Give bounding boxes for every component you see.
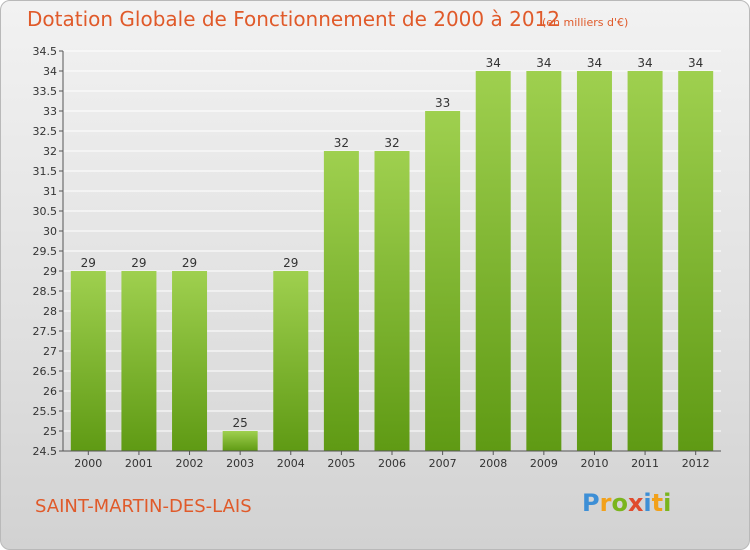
data-label: 29 (283, 256, 298, 270)
y-tick-label: 28 (43, 305, 57, 318)
y-tick-label: 29 (43, 265, 57, 278)
logo-letter: r (599, 489, 612, 517)
x-tick-label: 2006 (378, 457, 406, 470)
bar (323, 151, 359, 451)
logo-letter: i (663, 489, 672, 517)
x-tick-label: 2009 (530, 457, 558, 470)
x-tick-label: 2003 (226, 457, 254, 470)
x-tick-label: 2005 (327, 457, 355, 470)
bar (425, 111, 461, 451)
bar (121, 271, 157, 451)
bar (70, 271, 106, 451)
y-tick-label: 26 (43, 385, 57, 398)
y-tick-label: 34 (43, 65, 57, 78)
unit-note: (en milliers d'€) (542, 16, 629, 29)
x-tick-label: 2002 (176, 457, 204, 470)
x-axis-ticks: 2000 2001 2002 2003 2004 2005 2006 2007 2008 2009… (74, 451, 710, 470)
logo-letter: t (651, 489, 664, 517)
y-tick-label: 31 (43, 185, 57, 198)
y-tick-label: 30 (43, 225, 57, 238)
bar (576, 71, 612, 451)
data-label: 25 (233, 416, 248, 430)
bar (273, 271, 309, 451)
logo-letter: i (643, 489, 652, 517)
x-tick-label: 2008 (479, 457, 507, 470)
y-tick-label: 32.5 (33, 125, 58, 138)
proxiti-logo[interactable]: Proxiti (582, 489, 671, 517)
y-tick-label: 32 (43, 145, 57, 158)
commune-name: SAINT-MARTIN-DES-LAIS (35, 496, 252, 517)
y-tick-label: 27.5 (33, 325, 58, 338)
y-tick-label: 30.5 (33, 205, 58, 218)
x-tick-label: 2001 (125, 457, 153, 470)
bars (70, 71, 714, 451)
data-label: 29 (131, 256, 146, 270)
bar (475, 71, 511, 451)
y-tick-label: 25 (43, 425, 57, 438)
bar (222, 431, 258, 451)
data-label: 34 (688, 56, 703, 70)
x-tick-label: 2010 (580, 457, 608, 470)
y-tick-label: 33 (43, 105, 57, 118)
logo-letter: P (582, 489, 600, 517)
y-tick-label: 24.5 (33, 445, 58, 458)
data-label: 33 (435, 96, 450, 110)
data-label: 32 (334, 136, 349, 150)
data-label: 32 (384, 136, 399, 150)
data-labels: 29 29 29 25 29 32 32 33 34 34 34 34 34 (81, 56, 704, 430)
y-tick-label: 31.5 (33, 165, 58, 178)
data-label: 34 (536, 56, 551, 70)
bar (526, 71, 562, 451)
data-label: 29 (182, 256, 197, 270)
y-tick-label: 34.5 (33, 45, 58, 58)
x-tick-label: 2012 (682, 457, 710, 470)
y-tick-label: 26.5 (33, 365, 58, 378)
y-tick-label: 29.5 (33, 245, 58, 258)
y-tick-label: 27 (43, 345, 57, 358)
data-label: 34 (637, 56, 652, 70)
data-label: 34 (587, 56, 602, 70)
y-tick-label: 25.5 (33, 405, 58, 418)
bar (374, 151, 410, 451)
data-label: 29 (81, 256, 96, 270)
data-label: 34 (486, 56, 501, 70)
logo-letter: o (611, 489, 628, 517)
y-tick-label: 28.5 (33, 285, 58, 298)
y-tick-label: 33.5 (33, 85, 58, 98)
x-tick-label: 2004 (277, 457, 305, 470)
bar (172, 271, 208, 451)
chart-title: Dotation Globale de Fonctionnement de 20… (27, 7, 560, 31)
bar (627, 71, 663, 451)
x-tick-label: 2011 (631, 457, 659, 470)
logo-letter: x (627, 489, 644, 517)
bar (678, 71, 714, 451)
x-tick-label: 2007 (429, 457, 457, 470)
x-tick-label: 2000 (74, 457, 102, 470)
